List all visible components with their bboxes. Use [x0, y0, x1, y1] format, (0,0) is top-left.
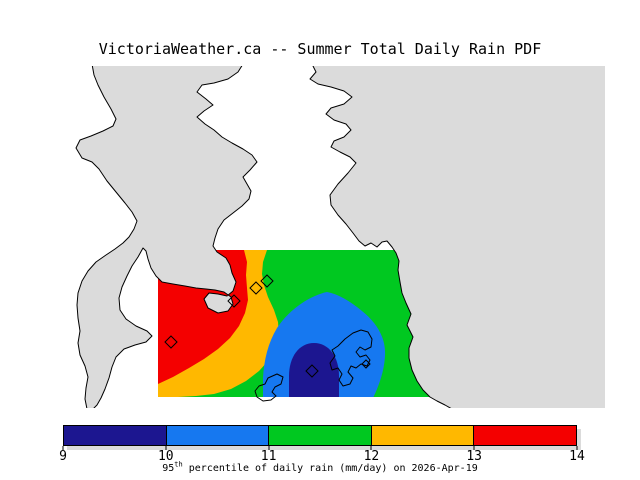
colorbar-tick-label: 14: [569, 449, 585, 464]
colorbar-segment-blue: [165, 426, 269, 445]
colorbar-tick-label: 10: [157, 449, 174, 464]
contour-field: [158, 250, 432, 397]
colorbar-label: 95th percentile of daily rain (mm/day) o…: [63, 460, 577, 474]
contour-level-9-10: [289, 343, 339, 397]
colorbar-tickmark: [268, 446, 270, 450]
colorbar-tick-label: 12: [363, 449, 380, 464]
colorbar-tickmark: [165, 446, 167, 450]
station-marker: [260, 274, 274, 288]
station-marker: [305, 364, 319, 378]
water-haro-strait: [309, 66, 605, 408]
colorbar-tickmark: [576, 446, 578, 450]
colorbar-tick-label: 9: [59, 449, 67, 464]
station-marker: [249, 281, 263, 295]
station-marker: [361, 359, 371, 369]
colorbar-segment-orange: [370, 426, 474, 445]
colorbar-segment-green: [268, 426, 371, 445]
colorbar-tickmark: [62, 446, 64, 450]
colorbar-tickmark: [473, 446, 475, 450]
colorbar-ticks: 9 10 11 12 13 14: [59, 446, 585, 464]
station-marker: [164, 335, 178, 349]
colorbar-tick-label: 13: [466, 449, 483, 464]
colorbar-segment-navy: [64, 426, 166, 445]
colorbar-tickmark: [370, 446, 372, 450]
colorbar-label-num: 95: [162, 463, 175, 474]
colorbar-bar: [63, 425, 577, 446]
station-marker: [227, 294, 241, 308]
colorbar-tick-label: 11: [260, 449, 277, 464]
colorbar-label-rest: percentile of daily rain (mm/day) on 202…: [182, 463, 478, 474]
water-saanich-inlet: [75, 66, 258, 408]
harbour-coastline: [329, 329, 373, 387]
colorbar-segment-red: [473, 426, 576, 445]
page-title: VictoriaWeather.ca -- Summer Total Daily…: [98, 40, 542, 58]
colorbar-label-sup: th: [174, 460, 183, 469]
station-markers: [164, 274, 371, 378]
lagoon-coastline: [254, 373, 284, 402]
